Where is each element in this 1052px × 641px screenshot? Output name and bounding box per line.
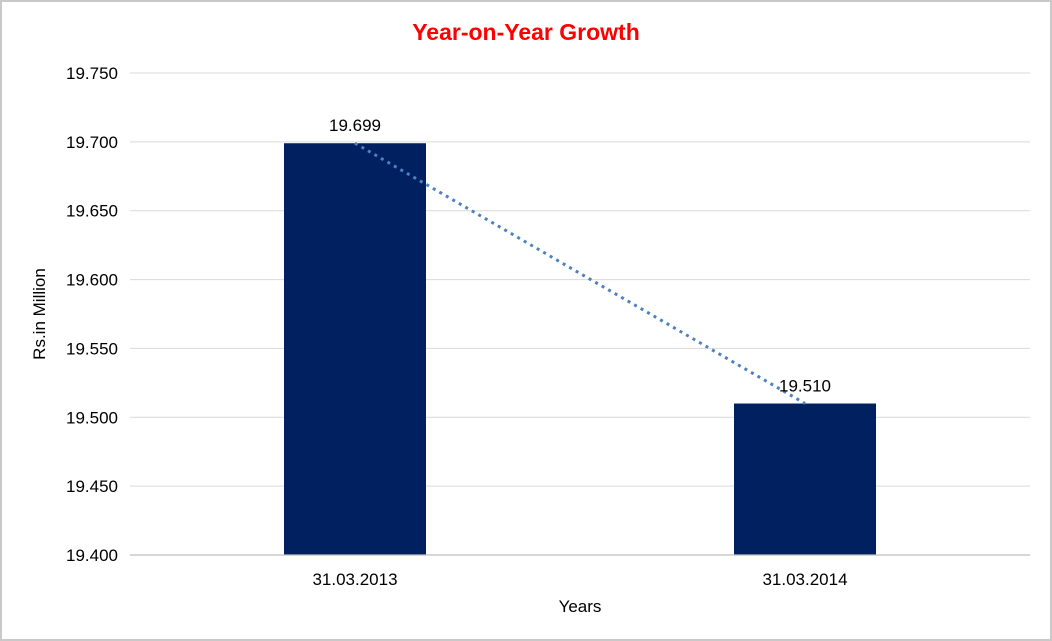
- y-tick-label: 19.400: [66, 546, 118, 565]
- y-tick-label: 19.550: [66, 339, 118, 358]
- bar-value-label: 19.510: [779, 377, 831, 396]
- chart-title: Year-on-Year Growth: [412, 19, 640, 45]
- bar-value-label: 19.699: [329, 116, 381, 135]
- y-tick-label: 19.450: [66, 477, 118, 496]
- x-tick-label: 31.03.2014: [762, 570, 847, 589]
- x-axis-title: Years: [558, 597, 602, 616]
- y-axis-title: Rs.in Million: [30, 268, 49, 360]
- y-tick-label: 19.700: [66, 133, 118, 152]
- y-tick-label: 19.650: [66, 202, 118, 221]
- y-tick-label: 19.600: [66, 271, 118, 290]
- y-tick-label: 19.500: [66, 408, 118, 427]
- bar: [284, 143, 426, 555]
- x-tick-label: 31.03.2013: [312, 570, 397, 589]
- y-tick-label: 19.750: [66, 64, 118, 83]
- bar: [734, 403, 876, 555]
